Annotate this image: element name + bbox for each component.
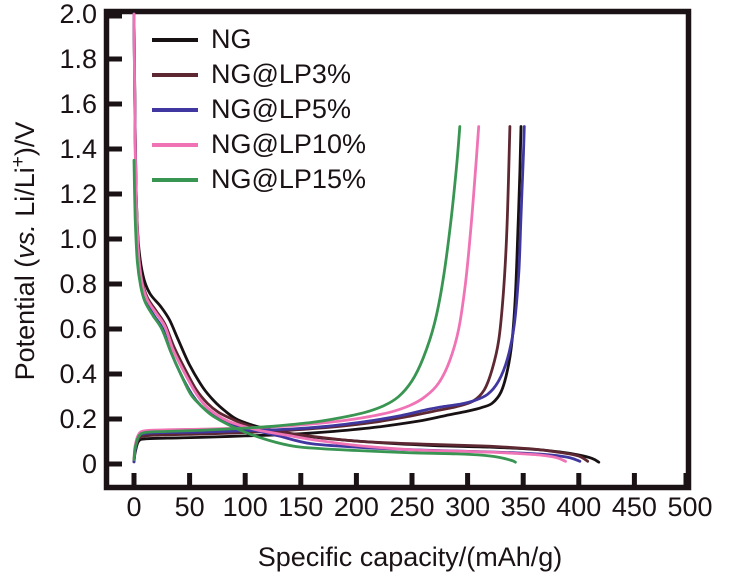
y-tick-label: 1.6 <box>59 89 97 119</box>
legend-label: NG@LP15% <box>211 164 366 194</box>
y-tick-label: 0.4 <box>59 359 97 389</box>
y-tick-label: 1.4 <box>59 134 97 164</box>
legend-item-NG@LP3%: NG@LP3% <box>152 57 366 92</box>
legend-line-swatch <box>152 107 198 112</box>
legend-line-swatch <box>152 72 198 77</box>
legend-item-NG@LP10%: NG@LP10% <box>152 127 366 162</box>
curve-NG@LP10%-discharge <box>132 12 567 463</box>
y-tick-label: 0 <box>82 449 97 479</box>
x-tick-label: 250 <box>389 492 434 522</box>
y-tick-label: 2.0 <box>59 0 97 29</box>
x-ticks <box>131 473 689 486</box>
x-axis-title: Specific capacity/(mAh/g) <box>258 542 563 572</box>
curve-NG@LP15%-charge <box>132 125 462 461</box>
x-tick-label: 150 <box>278 492 323 522</box>
legend-item-NG: NG <box>152 22 366 57</box>
y-tick-label: 1.8 <box>59 44 97 74</box>
curve-NG@LP10%-charge <box>132 125 481 461</box>
x-tick-labels: 0 50 100 150 200 250 300 350 400 450 500 <box>126 492 712 522</box>
plot-border <box>103 8 692 491</box>
x-tick-label: 0 <box>126 492 141 522</box>
y-tick-label: 1.0 <box>59 224 97 254</box>
legend-label: NG@LP5% <box>211 94 351 124</box>
x-tick-label: 450 <box>612 492 657 522</box>
legend-label: NG@LP3% <box>211 59 351 89</box>
legend-line-swatch <box>152 37 198 42</box>
y-ticks <box>109 13 122 467</box>
x-tick-label: 350 <box>501 492 546 522</box>
y-tick-labels: 0 0.2 0.4 0.6 0.8 1.0 1.2 1.4 1.6 1.8 2.0 <box>59 0 97 479</box>
x-tick-label: 50 <box>175 492 205 522</box>
legend-line-swatch <box>152 142 198 147</box>
y-tick-label: 0.6 <box>59 314 97 344</box>
y-axis-title: Potential (vs. Li/Li+)/V <box>8 122 40 381</box>
curve-NG@LP15%-discharge <box>132 158 517 464</box>
legend-label: NG@LP10% <box>211 129 366 159</box>
curves <box>132 12 601 464</box>
legend-label: NG <box>211 24 252 54</box>
y-tick-label: 1.2 <box>59 179 97 209</box>
x-tick-label: 400 <box>556 492 601 522</box>
curve-NG@LP3%-charge <box>132 125 512 464</box>
legend-item-NG@LP15%: NG@LP15% <box>152 162 366 197</box>
legend-item-NG@LP5%: NG@LP5% <box>152 92 366 127</box>
x-tick-label: 200 <box>334 492 379 522</box>
legend: NG NG@LP3% NG@LP5% NG@LP10% NG@LP15% <box>152 22 366 197</box>
y-tick-label: 0.2 <box>59 404 97 434</box>
x-tick-label: 100 <box>223 492 268 522</box>
legend-line-swatch <box>152 177 198 182</box>
x-tick-label: 300 <box>445 492 490 522</box>
x-tick-label: 500 <box>667 492 712 522</box>
y-tick-label: 0.8 <box>59 269 97 299</box>
